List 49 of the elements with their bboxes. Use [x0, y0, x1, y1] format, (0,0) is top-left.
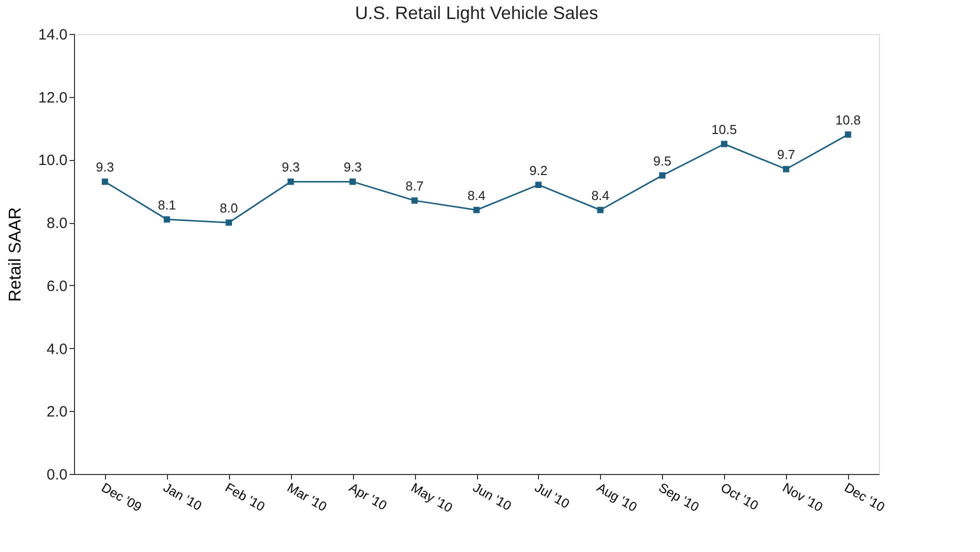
y-axis-title: Retail SAAR	[5, 207, 24, 302]
text: 9.2	[529, 162, 548, 178]
point	[288, 178, 294, 185]
point	[782, 166, 790, 172]
point	[473, 206, 480, 214]
text: 10.5	[712, 122, 737, 137]
text: 8.0	[220, 200, 238, 216]
x-tick-label: Jul '10	[532, 480, 572, 512]
text: 9.5	[653, 153, 672, 168]
x-tick-label: Sep '10	[656, 480, 702, 515]
x-tick-label: Jan '10	[160, 480, 204, 514]
text: 9.3	[96, 160, 114, 175]
point	[844, 131, 852, 138]
y-tick-label: 14.0	[38, 26, 68, 44]
x-tick-label: Dec '10	[842, 480, 888, 515]
x-tick-label: Mar '10	[284, 480, 330, 514]
x-tick-label: Dec '09	[98, 480, 144, 515]
text: 9.7	[777, 147, 796, 162]
text: 8.4	[467, 188, 486, 203]
point	[411, 197, 418, 204]
y-tick-label: 10.0	[38, 152, 68, 170]
x-tick-label: Aug '10	[594, 480, 640, 515]
text: 9.3	[344, 160, 362, 175]
y-tick-label: 2.0	[46, 404, 68, 421]
x-tick-label: Jun '10	[470, 480, 514, 514]
point	[102, 178, 108, 185]
y-tick-label: 12.0	[38, 89, 68, 106]
point	[535, 182, 542, 188]
y-tick-label: 0.0	[46, 466, 68, 484]
text: 8.7	[406, 178, 424, 194]
text: 8.4	[591, 188, 610, 203]
point	[226, 219, 232, 226]
y-tick-label: 6.0	[46, 278, 68, 295]
x-tick-label: May '10	[408, 480, 456, 516]
x-tick-label: Nov '10	[780, 480, 826, 515]
point	[597, 206, 604, 214]
text: 8.1	[158, 197, 176, 212]
text: 10.8	[835, 112, 861, 128]
point	[721, 140, 728, 148]
chart-title: U.S. Retail Light Vehicle Sales	[354, 3, 598, 23]
y-tick-label: 8.0	[46, 215, 68, 232]
y-tick-label: 4.0	[46, 340, 68, 358]
x-tick-label: Apr '10	[346, 480, 390, 514]
point	[164, 216, 170, 223]
text: 9.3	[282, 160, 300, 175]
x-tick-label: Oct '10	[718, 480, 762, 514]
point	[349, 178, 356, 185]
point	[659, 172, 666, 179]
x-tick-label: Feb '10	[222, 480, 268, 514]
